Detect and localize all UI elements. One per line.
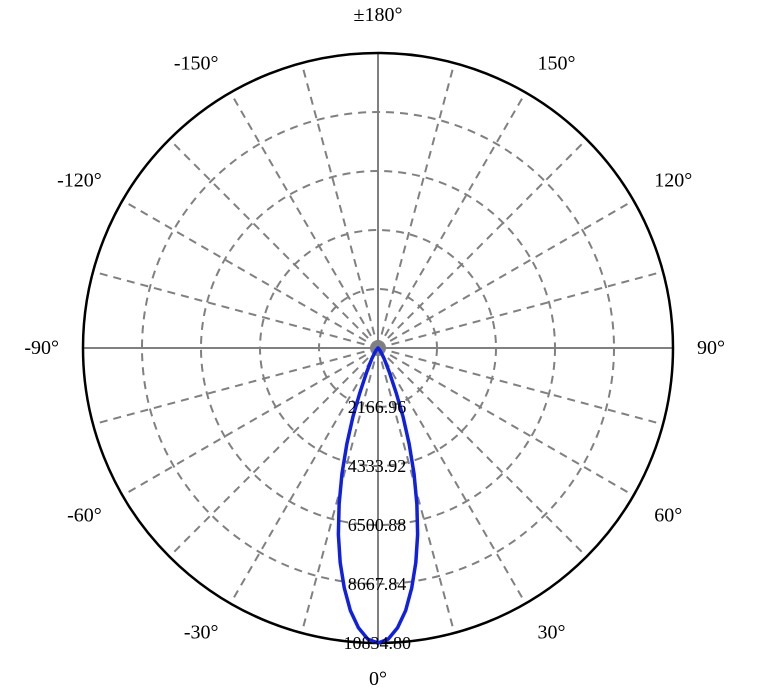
angle-label: -150° xyxy=(174,53,219,75)
grid-spoke xyxy=(123,201,378,349)
angle-label: 0° xyxy=(369,668,387,690)
grid-spoke xyxy=(93,272,378,348)
angle-label: -30° xyxy=(184,621,219,643)
grid-spoke xyxy=(378,201,633,349)
grid-spoke xyxy=(302,63,378,348)
grid-spoke xyxy=(378,63,454,348)
polar-chart: 2166.96 4333.92 6500.88 8667.84 10834.80 0° 30… xyxy=(0,0,757,696)
grid-spoke xyxy=(378,139,587,348)
angle-label: -60° xyxy=(67,505,102,527)
grid-spoke xyxy=(123,348,378,496)
grid-spoke xyxy=(378,272,663,348)
grid-spoke xyxy=(231,93,379,348)
angle-label: ±180° xyxy=(354,4,403,26)
angle-label: 150° xyxy=(538,53,576,75)
ring-label: 10834.80 xyxy=(343,633,411,653)
grid-spoke xyxy=(93,348,378,424)
ring-label: 4333.92 xyxy=(348,456,407,476)
angle-label: -90° xyxy=(24,337,59,359)
ring-label: 6500.88 xyxy=(348,515,407,535)
grid-spoke xyxy=(378,93,526,348)
angle-label: 60° xyxy=(654,505,682,527)
angle-label: 30° xyxy=(538,621,566,643)
angle-label: 120° xyxy=(654,170,692,192)
grid-spoke xyxy=(378,348,633,496)
grid-spoke xyxy=(378,348,663,424)
grid-spoke xyxy=(169,139,378,348)
ring-label: 2166.96 xyxy=(348,397,407,417)
angle-label: 90° xyxy=(697,337,725,359)
angle-label: -120° xyxy=(57,170,102,192)
ring-label: 8667.84 xyxy=(348,574,407,594)
